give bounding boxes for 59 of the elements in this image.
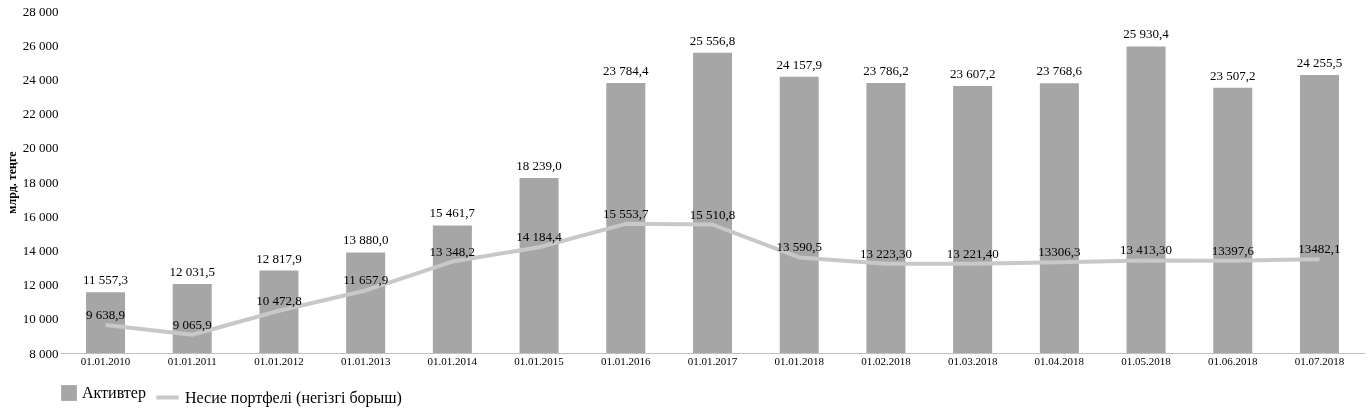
- data-label: 9 638,9: [86, 306, 126, 322]
- data-label: 9 065,9: [172, 316, 212, 332]
- legend-label: Несие портфелі (негізгі борыш): [185, 388, 402, 407]
- x-tick-label: 01.07.2018: [1294, 354, 1345, 367]
- legend-label: Активтер: [82, 384, 146, 402]
- data-label: 23 507,2: [1210, 67, 1256, 83]
- x-tick-label: 01.01.2018: [774, 354, 825, 367]
- x-tick-label: 01.03.2018: [947, 354, 998, 367]
- data-label: 15 553,7: [603, 205, 650, 221]
- data-label: 11 657,9: [343, 272, 389, 288]
- data-label: 18 239,0: [516, 157, 562, 173]
- data-label: 13397,6: [1211, 242, 1255, 258]
- data-label: 13482,1: [1298, 241, 1341, 257]
- data-label: 12 031,5: [169, 264, 215, 280]
- data-label: 23 768,6: [1036, 63, 1083, 79]
- y-tick-label: 16 000: [22, 208, 59, 224]
- data-label: 23 607,2: [949, 66, 996, 82]
- data-label: 13306,3: [1038, 244, 1081, 260]
- y-tick-label: 8 000: [29, 345, 59, 361]
- data-label: 15 510,8: [689, 206, 736, 222]
- x-tick-label: 01.01.2017: [687, 354, 738, 367]
- data-label: 24 255,5: [1296, 55, 1343, 71]
- x-tick-label: 01.01.2010: [80, 354, 131, 367]
- x-tick-label: 01.01.2014: [427, 354, 478, 367]
- data-label: 23 786,2: [863, 63, 909, 79]
- data-label: 13 221,40: [946, 245, 999, 261]
- y-tick-label: 14 000: [22, 242, 59, 258]
- data-label: 13 413,30: [1120, 242, 1173, 258]
- data-label: 15 461,7: [429, 205, 476, 221]
- data-label: 13 880,0: [342, 232, 389, 248]
- data-label: 24 157,9: [776, 56, 822, 72]
- y-tick-label: 12 000: [22, 277, 59, 293]
- y-tick-label: 20 000: [22, 140, 59, 156]
- y-tick-label: 10 000: [22, 311, 59, 327]
- x-tick-label: 01.02.2018: [861, 354, 912, 367]
- x-tick-label: 01.06.2018: [1208, 354, 1259, 367]
- data-label: 13 590,5: [776, 239, 822, 255]
- data-label: 25 930,4: [1123, 26, 1170, 42]
- data-label: 13 348,2: [429, 243, 476, 259]
- data-label: 10 472,8: [256, 292, 302, 308]
- x-tick-label: 01.05.2018: [1121, 354, 1172, 367]
- y-tick-label: 22 000: [22, 106, 59, 122]
- y-axis-title: млрд. теңге: [4, 150, 19, 214]
- data-label: 11 557,3: [83, 272, 129, 288]
- y-tick-label: 28 000: [22, 3, 59, 19]
- data-label: 23 784,4: [603, 63, 650, 79]
- x-tick-label: 01.01.2013: [340, 354, 391, 367]
- data-label: 14 184,4: [516, 229, 563, 245]
- data-label: 12 817,9: [256, 250, 302, 266]
- x-tick-label: 01.04.2018: [1034, 354, 1085, 367]
- x-tick-label: 01.01.2011: [167, 354, 217, 367]
- y-tick-label: 18 000: [22, 174, 59, 190]
- x-tick-label: 01.01.2012: [254, 354, 304, 367]
- data-label: 25 556,8: [689, 32, 736, 48]
- y-tick-label: 24 000: [22, 71, 59, 87]
- x-tick-label: 01.01.2016: [601, 354, 652, 367]
- data-label: 13 223,30: [859, 245, 912, 261]
- y-tick-label: 26 000: [22, 37, 59, 53]
- x-tick-label: 01.01.2015: [514, 354, 565, 367]
